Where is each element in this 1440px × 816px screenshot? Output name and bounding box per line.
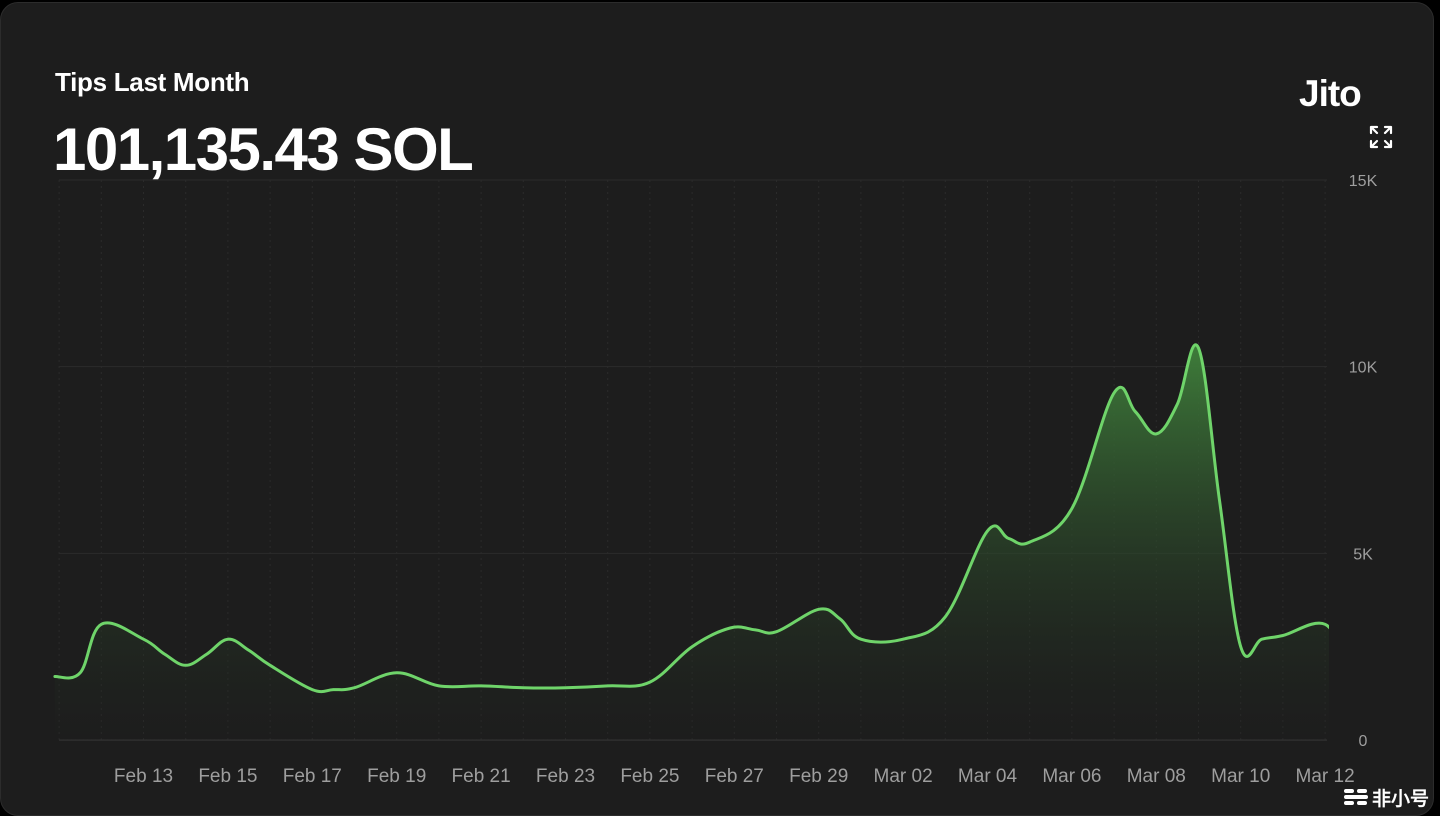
x-tick-label: Mar 12 xyxy=(1296,766,1355,787)
data-point xyxy=(1259,636,1265,642)
data-point xyxy=(1069,506,1075,512)
data-point xyxy=(1343,662,1349,668)
data-point xyxy=(1006,535,1012,541)
data-point xyxy=(77,670,83,676)
data-point xyxy=(563,685,569,691)
data-point xyxy=(225,636,231,642)
data-point xyxy=(605,683,611,689)
data-point xyxy=(520,685,526,691)
data-point xyxy=(1174,401,1180,407)
x-tick-label: Feb 21 xyxy=(452,766,511,787)
total-tips-value: 101,135.43 SOL xyxy=(53,116,474,183)
y-tick-label: 0 xyxy=(1359,733,1368,750)
data-point xyxy=(942,614,948,620)
data-point xyxy=(689,644,695,650)
data-point xyxy=(774,629,780,635)
y-axis-labels: 0 5K 10K 15K xyxy=(1349,173,1378,750)
data-point xyxy=(394,670,400,676)
x-tick-label: Mar 06 xyxy=(1042,766,1101,787)
chart-title: Tips Last Month xyxy=(55,67,250,97)
data-point xyxy=(204,651,210,657)
y-tick-label: 5K xyxy=(1353,546,1373,563)
watermark: 非小号 xyxy=(1343,784,1429,810)
data-point xyxy=(246,647,252,653)
x-axis-labels: Feb 13 Feb 15 Feb 17 Feb 19 Feb 21 Feb 23 Feb … xyxy=(114,766,1355,787)
data-point xyxy=(1196,345,1202,351)
x-tick-label: Feb 15 xyxy=(198,766,257,787)
data-point xyxy=(858,636,864,642)
x-tick-label: Mar 02 xyxy=(874,766,933,787)
data-point xyxy=(1322,621,1328,627)
x-tick-label: Feb 23 xyxy=(536,766,595,787)
data-point xyxy=(1238,644,1244,650)
data-point xyxy=(900,636,906,642)
x-tick-label: Feb 29 xyxy=(789,766,848,787)
x-tick-label: Mar 08 xyxy=(1127,766,1186,787)
y-tick-label: 15K xyxy=(1349,173,1378,190)
data-point xyxy=(1364,703,1370,709)
x-tick-label: Mar 10 xyxy=(1211,766,1270,787)
area-fill xyxy=(54,344,1329,740)
data-point xyxy=(267,662,273,668)
data-point xyxy=(647,679,653,685)
x-tick-label: Feb 19 xyxy=(367,766,426,787)
x-tick-label: Feb 17 xyxy=(283,766,342,787)
exchange-icon xyxy=(1344,789,1368,805)
data-point xyxy=(1153,431,1159,437)
data-point xyxy=(1217,498,1223,504)
x-tick-label: Feb 25 xyxy=(620,766,679,787)
data-point xyxy=(141,636,147,642)
data-point xyxy=(816,606,822,612)
data-point xyxy=(1111,390,1117,396)
x-tick-label: Mar 04 xyxy=(958,766,1018,787)
data-point xyxy=(52,674,58,680)
data-point xyxy=(162,651,168,657)
data-point xyxy=(1027,539,1033,545)
x-tick-label: Feb 13 xyxy=(114,766,173,787)
data-point xyxy=(1402,711,1408,717)
data-point xyxy=(436,683,442,689)
data-point xyxy=(1280,633,1286,639)
expand-icon xyxy=(1369,125,1393,149)
data-point xyxy=(309,687,315,693)
data-point xyxy=(352,685,358,691)
series-line-tips xyxy=(53,343,1329,694)
data-point xyxy=(330,687,336,693)
watermark-text: 非小号 xyxy=(1372,788,1430,810)
x-tick-label: Feb 27 xyxy=(705,766,764,787)
expand-button[interactable] xyxy=(1367,123,1395,151)
data-point xyxy=(727,625,733,631)
tips-area-chart: Feb 13 Feb 15 Feb 17 Feb 19 Feb 21 Feb 23 Feb … xyxy=(52,173,1408,787)
y-tick-label: 10K xyxy=(1349,360,1378,377)
data-point xyxy=(752,627,758,633)
data-point xyxy=(183,662,189,668)
data-point xyxy=(1132,409,1138,415)
data-point xyxy=(98,621,104,627)
data-point xyxy=(478,683,484,689)
data-point xyxy=(837,616,843,622)
jito-logo: Jito xyxy=(1299,73,1362,114)
data-point xyxy=(985,528,991,534)
